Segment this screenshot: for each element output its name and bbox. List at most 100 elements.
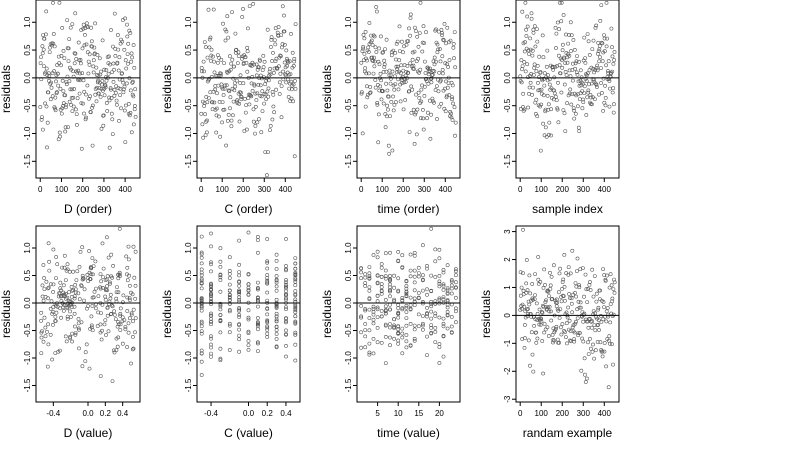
data-point: [599, 66, 603, 71]
data-point: [55, 63, 60, 67]
data-point: [574, 294, 579, 299]
data-point: [589, 325, 594, 330]
data-point: [51, 32, 56, 36]
data-point: [360, 131, 365, 136]
data-point: [421, 24, 426, 29]
data-point: [578, 305, 583, 310]
data-point: [65, 18, 70, 23]
data-point: [580, 106, 585, 111]
data-point: [97, 86, 102, 91]
data-point: [367, 288, 372, 293]
data-point: [45, 120, 50, 125]
data-point: [70, 87, 74, 92]
data-point: [529, 330, 534, 335]
data-point: [375, 299, 380, 304]
data-point: [599, 3, 604, 8]
data-point: [427, 68, 432, 73]
data-point: [274, 325, 279, 330]
data-point: [218, 319, 223, 324]
data-point: [282, 13, 286, 18]
data-point: [42, 276, 47, 280]
data-point: [425, 266, 429, 271]
x-tick-label: 0: [38, 185, 43, 194]
data-point: [109, 111, 114, 116]
data-point: [87, 62, 92, 67]
data-point: [569, 339, 573, 344]
data-point: [538, 148, 543, 153]
data-point: [116, 319, 120, 324]
data-point: [117, 272, 122, 277]
data-point: [389, 53, 394, 58]
data-point: [43, 334, 48, 339]
data-point: [451, 45, 456, 50]
data-point: [533, 293, 537, 298]
data-point: [452, 56, 456, 61]
data-point: [607, 104, 612, 109]
data-point: [547, 309, 552, 314]
data-point: [539, 102, 544, 107]
data-point: [246, 317, 251, 322]
data-point: [572, 337, 577, 342]
x-tick-label: 400: [598, 185, 612, 194]
data-point: [255, 322, 260, 327]
data-point: [586, 325, 591, 330]
data-point: [284, 305, 288, 310]
data-point: [611, 312, 616, 317]
panel-6: -0.4 0.0 0.2 0.41.00.50.0-0.5-1.0-1.5C (val…: [160, 225, 301, 440]
data-point: [77, 327, 81, 332]
data-point: [581, 81, 586, 86]
data-point: [207, 37, 212, 42]
data-point: [577, 83, 582, 88]
data-point: [412, 303, 417, 308]
data-point: [103, 278, 108, 283]
y-tick-label: 1.0: [344, 16, 353, 28]
data-point: [599, 81, 604, 85]
data-point: [555, 337, 560, 342]
data-point: [292, 154, 297, 159]
data-point: [265, 260, 270, 265]
data-point: [371, 321, 376, 326]
data-point: [367, 265, 372, 270]
data-point: [218, 289, 223, 294]
data-point: [419, 87, 424, 92]
data-point: [112, 93, 117, 98]
data-point: [284, 328, 288, 333]
data-point: [240, 15, 245, 19]
data-point: [383, 268, 388, 273]
x-axis-label: time (value): [377, 426, 440, 440]
data-point: [388, 335, 392, 340]
data-point: [237, 306, 242, 310]
data-point: [560, 286, 565, 291]
points: [38, 0, 138, 151]
data-point: [568, 295, 572, 300]
data-point: [558, 307, 563, 312]
data-point: [119, 106, 123, 111]
data-point: [388, 73, 393, 78]
data-point: [383, 47, 387, 52]
data-point: [261, 65, 266, 70]
data-point: [535, 27, 539, 32]
data-point: [370, 55, 375, 60]
data-point: [237, 308, 242, 313]
data-point: [218, 134, 223, 139]
data-point: [537, 88, 542, 92]
data-point: [607, 79, 612, 83]
data-point: [39, 310, 44, 315]
data-point: [538, 70, 543, 75]
data-point: [73, 324, 77, 329]
data-point: [276, 25, 281, 29]
data-point: [62, 303, 67, 308]
data-point: [77, 91, 82, 96]
data-point: [209, 336, 213, 341]
data-point: [39, 351, 44, 356]
data-point: [605, 36, 610, 41]
data-point: [291, 64, 296, 68]
data-point: [573, 290, 577, 295]
data-point: [222, 61, 226, 66]
data-point: [366, 71, 371, 76]
data-point: [400, 306, 405, 311]
data-point: [367, 350, 372, 355]
data-point: [375, 340, 380, 345]
data-point: [571, 106, 576, 111]
data-point: [392, 285, 397, 290]
